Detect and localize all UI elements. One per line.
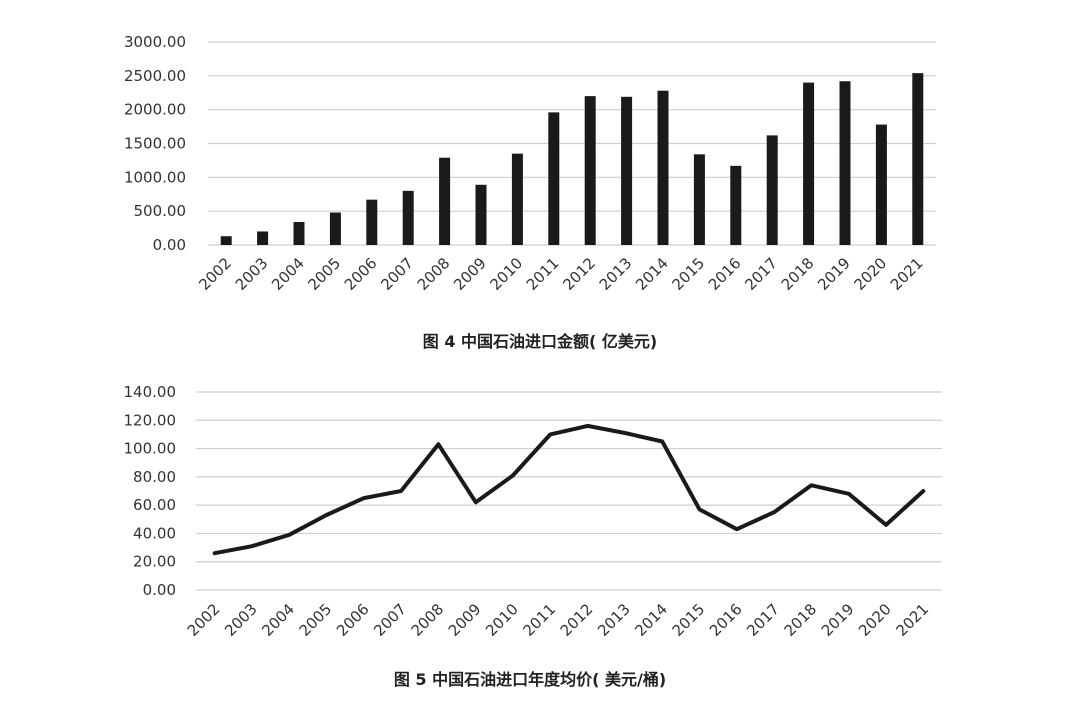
bar-chart-y-tick-label: 1500.00 — [124, 135, 186, 153]
bar-2017 — [766, 135, 778, 245]
bar-chart-y-tick-labels: 0.00 500.00 1000.00 1500.00 2000.00 2500.00 30… — [124, 33, 186, 254]
line-chart-y-tick-label: 80.00 — [133, 468, 176, 486]
bar-chart-x-tick-labels: 2002200320042005200620072008200920102011… — [195, 254, 926, 294]
line-chart-x-tick-label: 2018 — [781, 600, 821, 640]
line-chart-x-tick-label: 2012 — [557, 600, 597, 640]
bar-2006 — [366, 199, 378, 245]
bar-2014 — [657, 90, 669, 245]
bar-chart-x-tick-label: 2007 — [377, 254, 417, 294]
bar-chart-y-tick-label: 1000.00 — [124, 168, 186, 186]
line-chart-x-tick-label: 2021 — [892, 600, 932, 640]
bar-chart-x-tick-label: 2010 — [486, 254, 526, 294]
bar-chart-x-tick-label: 2006 — [341, 254, 381, 294]
bar-chart-x-tick-label: 2016 — [705, 254, 745, 294]
bar-2016 — [730, 165, 742, 245]
line-chart-x-tick-label: 2005 — [296, 600, 336, 640]
bar-chart-x-tick-label: 2012 — [559, 254, 599, 294]
bar-chart-y-tick-label: 2000.00 — [124, 101, 186, 119]
bar-chart-x-tick-label: 2003 — [232, 254, 272, 294]
bar-chart-y-tick-label: 3000.00 — [124, 33, 186, 51]
bar-2021 — [912, 73, 924, 245]
bar-2015 — [693, 154, 705, 245]
line-chart-y-tick-label: 0.00 — [143, 581, 176, 599]
bar-2007 — [402, 190, 414, 245]
bar-chart-gridlines — [208, 41, 936, 246]
line-chart-x-tick-label: 2003 — [221, 600, 261, 640]
bar-chart-x-tick-label: 2021 — [887, 254, 927, 294]
price-line — [212, 423, 926, 556]
bar-2008 — [439, 157, 451, 245]
line-chart-y-tick-labels: 0.00 20.00 40.00 60.00 80.00 100.00 120.00 140.… — [124, 383, 177, 599]
bar-2020 — [875, 124, 887, 245]
bar-chart-x-tick-label: 2018 — [778, 254, 818, 294]
line-chart-y-tick-label: 20.00 — [133, 553, 176, 571]
line-chart-gridlines — [196, 391, 942, 591]
bar-2003 — [257, 231, 269, 245]
bar-chart-x-tick-label: 2020 — [850, 254, 890, 294]
line-chart-y-tick-label: 120.00 — [124, 411, 177, 429]
bar-chart-bars — [220, 73, 924, 245]
line-chart-x-tick-label: 2016 — [706, 600, 746, 640]
bar-chart-x-tick-label: 2011 — [523, 254, 563, 294]
bar-2019 — [839, 81, 851, 245]
bar-2009 — [475, 184, 487, 245]
line-chart-x-tick-label: 2020 — [855, 600, 895, 640]
bar-2018 — [803, 82, 815, 245]
bar-2004 — [293, 221, 305, 245]
line-chart-x-tick-label: 2019 — [818, 600, 858, 640]
line-chart-x-tick-label: 2009 — [445, 600, 485, 640]
line-chart-x-tick-label: 2006 — [333, 600, 373, 640]
line-chart-x-tick-label: 2008 — [408, 600, 448, 640]
line-chart-y-tick-label: 140.00 — [124, 383, 177, 401]
line-chart-x-tick-labels: 2002200320042005200620072008200920102011… — [184, 600, 932, 640]
line-chart-x-tick-label: 2010 — [482, 600, 522, 640]
line-chart-series — [212, 423, 926, 556]
line-chart-x-tick-label: 2017 — [743, 600, 783, 640]
bar-2010 — [511, 153, 523, 245]
bar-chart-x-tick-label: 2002 — [195, 254, 235, 294]
line-chart-x-tick-label: 2002 — [184, 600, 224, 640]
bar-chart-x-tick-label: 2014 — [632, 254, 672, 294]
line-chart-y-tick-label: 100.00 — [124, 440, 177, 458]
line-chart-x-tick-label: 2007 — [370, 600, 410, 640]
line-chart-x-tick-label: 2013 — [594, 600, 634, 640]
bar-chart-x-tick-label: 2019 — [814, 254, 854, 294]
bar-chart-import-value: 0.00 500.00 1000.00 1500.00 2000.00 2500.00 30… — [124, 33, 936, 351]
bar-chart-x-tick-label: 2013 — [596, 254, 636, 294]
bar-chart-x-tick-label: 2005 — [304, 254, 344, 294]
line-chart-title: 图 5 中国石油进口年度均价( 美元/桶) — [394, 670, 666, 689]
bar-2011 — [548, 112, 560, 245]
bar-chart-x-tick-label: 2008 — [414, 254, 454, 294]
bar-chart-x-tick-label: 2009 — [450, 254, 490, 294]
bar-chart-title: 图 4 中国石油进口金额( 亿美元) — [423, 332, 657, 351]
bar-2012 — [584, 96, 596, 245]
bar-chart-y-tick-label: 2500.00 — [124, 67, 186, 85]
bar-chart-y-tick-label: 500.00 — [134, 202, 187, 220]
line-chart-y-tick-label: 40.00 — [133, 524, 176, 542]
bar-chart-y-tick-label: 0.00 — [153, 236, 186, 254]
bar-chart-x-tick-label: 2017 — [741, 254, 781, 294]
line-chart-x-tick-label: 2015 — [669, 600, 709, 640]
bar-chart-x-tick-label: 2004 — [268, 254, 308, 294]
bar-2002 — [220, 236, 232, 245]
bar-chart-x-tick-label: 2015 — [668, 254, 708, 294]
line-chart-y-tick-label: 60.00 — [133, 496, 176, 514]
line-chart-x-tick-label: 2004 — [258, 600, 298, 640]
bar-2005 — [329, 212, 341, 245]
line-chart-x-tick-label: 2014 — [631, 600, 671, 640]
line-chart-x-tick-label: 2011 — [519, 600, 559, 640]
bar-2013 — [621, 96, 633, 245]
line-chart-import-price: 0.00 20.00 40.00 60.00 80.00 100.00 120.00 140.… — [124, 383, 942, 689]
